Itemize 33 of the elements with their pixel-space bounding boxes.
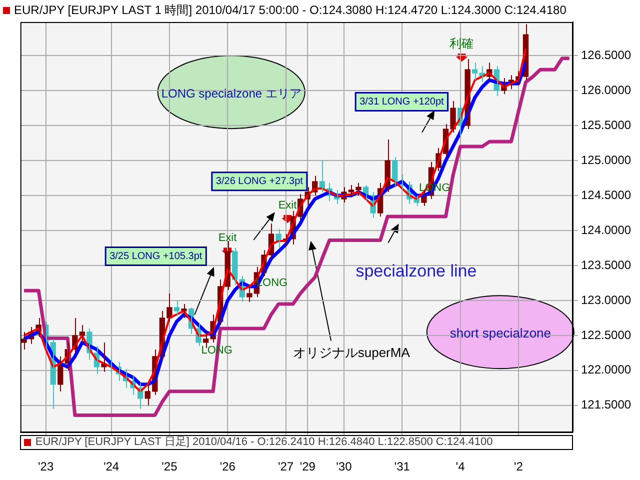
- y-tick-label: 124.0000: [581, 222, 632, 237]
- x-tick-label: '30: [336, 460, 352, 474]
- x-tick-label: '26: [220, 460, 236, 474]
- annotation: 利確: [450, 36, 474, 50]
- text: EUR/JPY [EURJPY LAST 日足] 2010/04/16 - O:126.2410 H:126.4840 L:122.8500 C:124.4100: [35, 436, 493, 448]
- annotation: LONG specialzone エリア: [161, 86, 302, 100]
- annotation: 3/25 LONG +105.3pt: [110, 251, 202, 262]
- annotation: Exit: [218, 232, 237, 244]
- x-tick-label: '2: [514, 460, 524, 474]
- x-tick-label: '25: [162, 460, 178, 474]
- x-tick-label: '27: [278, 460, 294, 474]
- annotation: 3/26 LONG +27.3pt: [216, 176, 304, 188]
- x-tick-label: '29: [300, 460, 316, 474]
- y-tick-label: 123.5000: [581, 258, 632, 272]
- y-tick-label: 126.5000: [581, 48, 632, 62]
- y-tick-label: 126.0000: [581, 82, 632, 97]
- x-tick-label: '24: [103, 460, 120, 474]
- annotation: short specialzone: [450, 326, 551, 341]
- chart-title: EUR/JPY [EURJPY LAST 1 時間] 2010/04/17 5:00:00 - O:124.3080 H:124.4720 L:124.3000 C:124.4180: [14, 3, 566, 17]
- x-tick-label: '23: [38, 460, 54, 474]
- y-tick-label: 124.5000: [581, 188, 632, 202]
- y-tick-label: 125.0000: [581, 152, 632, 167]
- y-tick-label: 125.5000: [581, 118, 632, 132]
- annotation: specialzone line: [356, 261, 477, 280]
- y-tick-label: 122.5000: [581, 328, 632, 342]
- x-tick-label: '4: [456, 460, 466, 474]
- annotation: 3/31 LONG +120pt: [360, 96, 444, 108]
- y-tick-label: 121.5000: [581, 398, 632, 412]
- y-tick-label: 123.0000: [581, 292, 632, 307]
- annotation: Exit: [278, 199, 297, 212]
- x-tick-label: '31: [394, 460, 410, 474]
- annotation: オリジナルsuperMA: [292, 344, 410, 360]
- y-tick-label: 122.0000: [581, 362, 632, 377]
